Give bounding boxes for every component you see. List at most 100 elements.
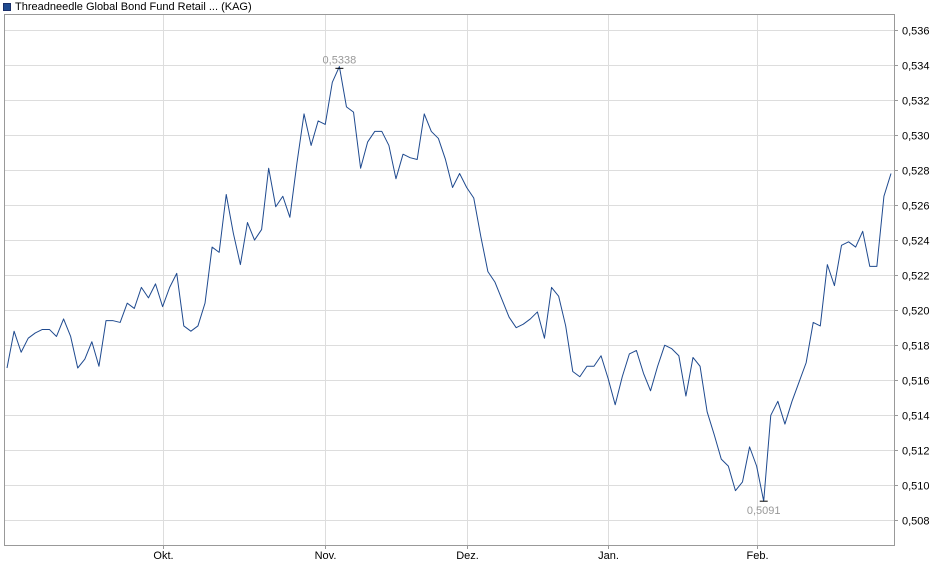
data-point <box>21 352 22 353</box>
data-point <box>13 331 14 332</box>
data-point <box>841 245 842 246</box>
data-point <box>466 187 467 188</box>
data-point <box>608 378 609 379</box>
plot-border <box>4 14 895 546</box>
data-point <box>487 271 488 272</box>
data-point <box>629 353 630 354</box>
data-point <box>494 282 495 283</box>
data-point <box>707 411 708 412</box>
data-point <box>105 320 106 321</box>
y-tick-label: 0,532 <box>902 96 930 108</box>
data-point <box>240 264 241 265</box>
data-point <box>6 367 7 368</box>
data-point <box>120 322 121 323</box>
data-point <box>742 481 743 482</box>
y-tick-label: 0,520 <box>902 306 930 318</box>
y-axis: 0,508 0,510 0,512 0,514 0,516 0,518 0,520 0,522… <box>894 26 930 528</box>
data-point <box>798 381 799 382</box>
annotation-label: 0,5091 <box>747 505 781 517</box>
legend-swatch <box>3 3 11 11</box>
legend-label: Threadneedle Global Bond Fund Retail ...… <box>15 1 252 13</box>
y-tick-label: 0,514 <box>902 411 930 423</box>
data-point <box>134 308 135 309</box>
data-point <box>268 168 269 169</box>
data-point <box>770 415 771 416</box>
data-point <box>692 357 693 358</box>
y-tick-label: 0,518 <box>902 341 930 353</box>
data-point <box>219 252 220 253</box>
x-tick-label: Feb. <box>746 550 768 562</box>
x-tick-label: Nov. <box>315 550 337 562</box>
y-tick-label: 0,534 <box>902 61 930 73</box>
data-point <box>63 318 64 319</box>
data-point <box>204 303 205 304</box>
data-point <box>247 222 248 223</box>
data-point <box>671 348 672 349</box>
data-point <box>49 329 50 330</box>
data-point <box>417 159 418 160</box>
data-point <box>544 338 545 339</box>
data-point <box>523 324 524 325</box>
data-point <box>233 232 234 233</box>
data-point <box>346 106 347 107</box>
data-point <box>756 466 757 467</box>
series-line <box>6 66 892 502</box>
data-point <box>452 187 453 188</box>
y-tick-label: 0,510 <box>902 481 930 493</box>
data-point <box>551 287 552 288</box>
data-point <box>862 231 863 232</box>
data-point <box>289 217 290 218</box>
data-point <box>438 138 439 139</box>
data-point <box>749 446 750 447</box>
data-point <box>855 246 856 247</box>
data-point <box>445 159 446 160</box>
data-point <box>410 157 411 158</box>
data-point <box>537 311 538 312</box>
data-point <box>353 112 354 113</box>
data-point <box>275 206 276 207</box>
data-point <box>318 120 319 121</box>
data-point <box>459 173 460 174</box>
data-point <box>28 338 29 339</box>
data-point <box>600 355 601 356</box>
data-point <box>791 401 792 402</box>
data-point <box>388 145 389 146</box>
data-point <box>473 197 474 198</box>
annotation-label: 0,5338 <box>323 54 357 66</box>
data-point <box>615 404 616 405</box>
data-point <box>127 303 128 304</box>
data-point <box>813 322 814 323</box>
data-point <box>155 283 156 284</box>
data-point <box>834 285 835 286</box>
annotations: 0,5338 0,5091 <box>323 54 781 517</box>
data-point <box>890 173 891 174</box>
y-tick-label: 0,524 <box>902 236 930 248</box>
data-point <box>183 325 184 326</box>
data-point <box>42 329 43 330</box>
data-point <box>395 178 396 179</box>
data-point <box>685 395 686 396</box>
grid <box>4 14 894 545</box>
data-point <box>226 194 227 195</box>
data-point <box>261 229 262 230</box>
data-point <box>176 273 177 274</box>
data-point <box>70 336 71 337</box>
data-point <box>876 266 877 267</box>
data-point <box>197 325 198 326</box>
data-point <box>98 366 99 367</box>
data-point <box>848 241 849 242</box>
data-point <box>699 366 700 367</box>
data-point <box>501 299 502 300</box>
data-point <box>509 317 510 318</box>
y-tick-label: 0,530 <box>902 131 930 143</box>
data-point <box>141 287 142 288</box>
chart-legend: Threadneedle Global Bond Fund Retail ...… <box>3 0 252 14</box>
data-point <box>530 318 531 319</box>
data-point <box>721 459 722 460</box>
data-point <box>431 131 432 132</box>
data-point <box>516 327 517 328</box>
data-point <box>883 196 884 197</box>
data-point <box>572 371 573 372</box>
data-point <box>303 113 304 114</box>
